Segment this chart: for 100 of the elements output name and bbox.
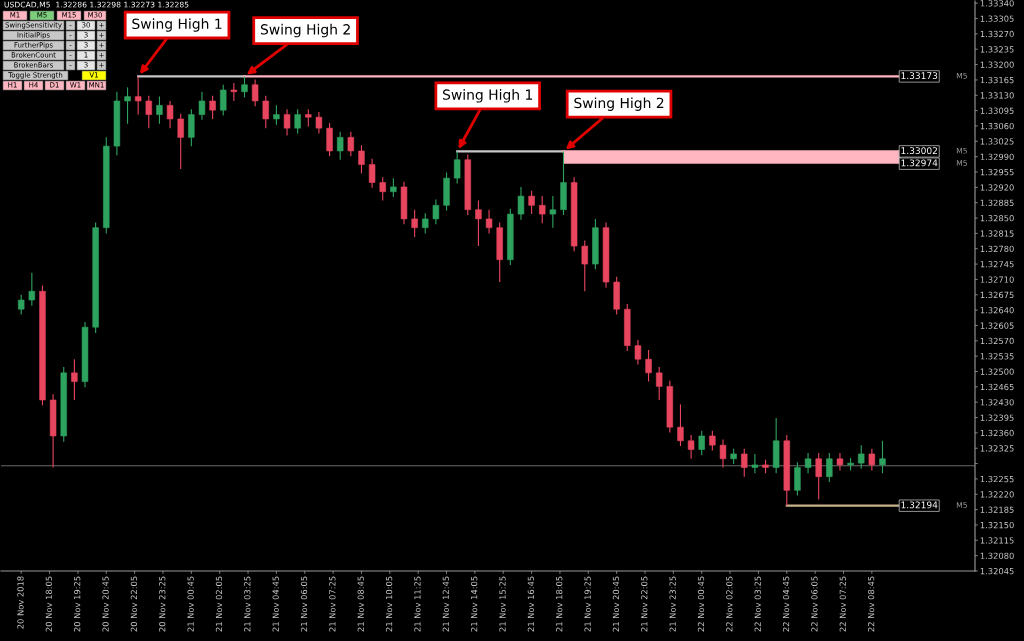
annotation: Swing High 2	[260, 23, 350, 38]
x-tick-label: 20 Nov 18:05	[45, 576, 52, 632]
x-tick-label: 21 Nov 23:25	[669, 576, 676, 632]
candlestick	[134, 75, 142, 116]
y-tick-label: 1.32885	[980, 199, 1014, 206]
y-tick-label: 1.32115	[980, 537, 1014, 544]
y-tick-label: 1.32535	[980, 353, 1014, 360]
candlestick	[751, 453, 759, 474]
candlestick	[156, 96, 163, 125]
candlestick	[719, 438, 727, 469]
y-tick-label: 1.32990	[980, 153, 1014, 160]
candlestick	[741, 448, 748, 478]
x-tick-label: 21 Nov 14:05	[471, 576, 478, 632]
y-tick-label: 1.32395	[980, 414, 1014, 421]
y-tick-label: 1.33340	[980, 0, 1014, 7]
candlestick	[645, 349, 652, 383]
x-tick-label: 22 Nov 00:45	[697, 576, 705, 632]
candlestick	[485, 209, 493, 234]
candlestick	[251, 78, 259, 107]
candlestick	[326, 122, 333, 157]
candlestick	[804, 452, 812, 474]
y-tick-label: 1.32325	[980, 445, 1014, 452]
x-tick-label: 21 Nov 00:45	[187, 576, 194, 632]
y-tick-label: 1.32780	[980, 245, 1014, 253]
y-tick-label: 1.32570	[980, 337, 1014, 345]
candlestick	[358, 144, 365, 174]
candlestick	[826, 452, 833, 483]
candlestick	[517, 186, 525, 221]
x-tick-label: 21 Nov 20:45	[612, 576, 620, 632]
x-tick-label: 22 Nov 06:05	[811, 576, 818, 632]
y-tick-label: 1.33305	[980, 15, 1014, 22]
candlestick	[220, 84, 227, 116]
x-tick-label: 21 Nov 06:05	[300, 576, 308, 632]
candlestick	[677, 403, 684, 447]
candlestick	[390, 177, 397, 198]
y-tick-label: 1.32815	[980, 230, 1014, 237]
y-tick-label: 1.32605	[980, 322, 1014, 329]
candlestick	[262, 95, 269, 129]
candlestick	[411, 209, 418, 238]
x-tick-label: 21 Nov 19:25	[584, 576, 591, 632]
y-tick-label: 1.32850	[980, 215, 1014, 222]
candlestick	[528, 190, 535, 215]
x-tick-label: 20 Nov 2018	[17, 576, 24, 629]
candlestick	[71, 358, 78, 401]
annotation: Swing High 2	[574, 97, 664, 111]
y-tick-label: 1.32710	[980, 276, 1014, 283]
y-tick-label: 1.32045	[980, 567, 1014, 575]
candlestick	[379, 176, 386, 202]
y-tick-label: 1.33025	[980, 138, 1014, 145]
y-tick-label: 1.32640	[980, 307, 1014, 314]
candlestick	[145, 95, 153, 129]
x-tick-label: 21 Nov 18:05	[556, 576, 563, 632]
candlestick	[539, 195, 546, 224]
candlestick	[18, 294, 25, 316]
y-tick-label: 1.32465	[980, 383, 1014, 391]
x-tick-label: 21 Nov 16:45	[527, 576, 535, 632]
candlestick	[283, 108, 291, 137]
x-tick-label: 21 Nov 02:05	[215, 576, 223, 632]
candlestick	[549, 195, 557, 229]
y-tick-label: 1.33095	[980, 107, 1014, 114]
candlestick	[698, 430, 705, 456]
candlestick	[198, 91, 206, 121]
candlestick	[815, 452, 822, 501]
candlestick	[709, 430, 716, 451]
candlestick	[336, 131, 344, 161]
x-tick-label: 21 Nov 22:05	[641, 576, 648, 632]
x-tick-label: 20 Nov 19:25	[74, 576, 81, 632]
candlestick	[655, 366, 663, 401]
candlestick	[868, 448, 876, 472]
candlestick	[368, 158, 376, 189]
candlestick	[432, 199, 440, 225]
y-tick-label: 1.32675	[980, 291, 1014, 299]
candlestick	[858, 444, 865, 470]
x-tick-label: 22 Nov 04:45	[782, 576, 790, 632]
annotation: Swing High 1	[443, 89, 533, 103]
candlestick	[794, 461, 801, 497]
y-tick-label: 1.32255	[980, 475, 1014, 483]
candlestick	[230, 82, 238, 102]
y-tick-label: 1.32150	[980, 521, 1014, 529]
candlestick	[581, 239, 588, 292]
candlestick	[209, 95, 216, 120]
x-tick-label: 21 Nov 08:45	[357, 576, 364, 632]
candlestick	[294, 108, 301, 134]
x-tick-label: 22 Nov 03:25	[754, 576, 761, 632]
x-tick-label: 21 Nov 10:05	[385, 576, 393, 632]
y-tick-label: 1.32080	[980, 552, 1014, 559]
candlestick	[475, 199, 482, 247]
candlestick	[315, 111, 323, 134]
y-tick-label: 1.32920	[980, 184, 1014, 191]
candlestick	[273, 104, 280, 126]
candlestick	[453, 150, 461, 184]
candlestick	[166, 100, 174, 129]
x-tick-label: 22 Nov 08:45	[867, 576, 875, 632]
annotation: 1.32194	[901, 501, 938, 509]
x-tick-label: 22 Nov 07:25	[839, 576, 846, 632]
candlestick	[177, 113, 184, 170]
x-tick-label: 21 Nov 12:45	[442, 576, 449, 632]
x-tick-label: 21 Nov 03:25	[244, 576, 251, 632]
annotation: 1.33173	[901, 72, 938, 80]
annotation: 1.32974	[901, 159, 938, 167]
